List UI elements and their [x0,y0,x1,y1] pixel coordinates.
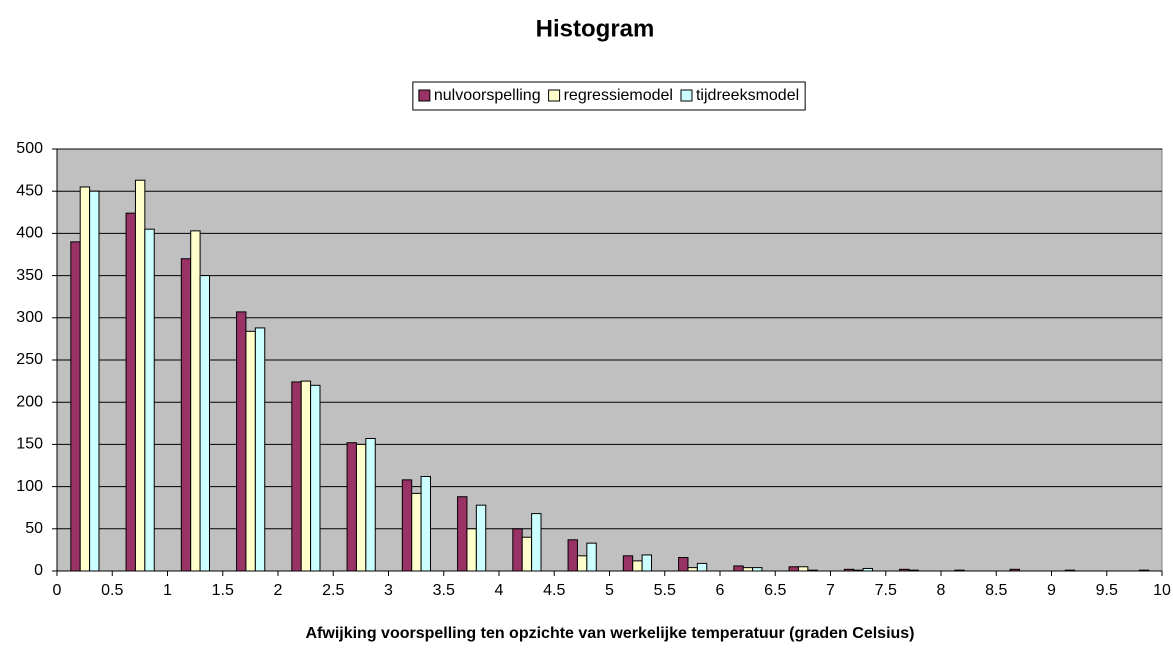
bar [586,542,597,572]
bar [190,230,201,572]
bar [687,567,698,572]
bar [678,556,689,572]
legend-swatch [548,89,561,102]
y-tick-label: 150 [16,436,43,453]
bar [797,566,809,572]
bar [567,539,578,572]
x-tick-label: 4 [495,582,504,599]
x-tick-label: 5.5 [654,582,676,599]
bar [144,228,155,572]
bar [199,275,210,572]
x-tick-label: 8 [937,582,946,599]
y-tick-label: 300 [16,309,43,326]
bar [401,479,413,572]
y-tick-label: 500 [16,140,43,157]
bar [531,513,542,572]
x-tick-label: 0 [53,582,62,599]
x-tick-label: 6.5 [764,582,786,599]
bar [1009,568,1020,572]
x-tick-label: 5 [605,582,614,599]
bar [908,569,919,572]
bar [245,330,256,572]
y-tick-label: 50 [25,520,43,537]
bar [291,381,302,572]
bar [512,528,523,572]
chart-title: Histogram [536,15,655,42]
x-tick-label: 10 [1153,582,1171,599]
bar [70,241,81,572]
x-tick-label: 8.5 [985,582,1007,599]
bar [843,568,855,572]
x-tick-label: 1 [163,582,172,599]
bar [365,437,376,572]
x-tick-label: 7.5 [875,582,897,599]
bar [411,492,422,572]
x-tick-label: 9.5 [1096,582,1118,599]
bar [1064,569,1076,572]
legend-label: regressiemodel [564,87,673,104]
bar [180,258,192,572]
x-tick-label: 7 [826,582,835,599]
bar [254,327,266,572]
bar [862,567,873,572]
bar [899,568,910,572]
bar [79,186,91,572]
x-tick-label: 2.5 [322,582,344,599]
bar [622,555,634,572]
legend-label: tijdreeksmodel [696,87,799,104]
bar [733,565,744,572]
bar [752,567,763,572]
legend-box [412,81,806,111]
bar [788,566,799,572]
x-tick-label: 9 [1047,582,1056,599]
bar [853,569,864,572]
legend-swatch [418,89,431,102]
bar [89,190,100,572]
legend: nulvoorspelling regressiemodel tijdreeksmo… [412,81,806,111]
y-tick-label: 100 [16,478,43,495]
bar [134,179,146,572]
bar [457,496,468,572]
bar [696,562,708,572]
y-tick-label: 250 [16,351,43,368]
x-tick-label: 2 [274,582,283,599]
bar [125,212,136,572]
bar [475,504,487,572]
y-tick-label: 0 [34,562,43,579]
x-tick-label: 3.5 [433,582,455,599]
bar [576,555,588,572]
x-tick-label: 6 [716,582,725,599]
x-tick-label: 3 [384,582,393,599]
bar [954,569,965,572]
y-tick-label: 200 [16,393,43,410]
y-tick-label: 450 [16,182,43,199]
bar [1138,569,1150,572]
legend-label: nulvoorspelling [434,87,541,104]
bar [742,567,754,572]
bar [420,475,431,572]
bar [632,560,643,572]
bar [300,380,312,572]
bar [521,536,533,572]
bar [346,442,357,572]
bar [355,443,367,572]
legend-swatch [680,89,693,102]
y-tick-label: 350 [16,267,43,284]
x-axis-label: Afwijking voorspelling ten opzichte van … [305,625,914,642]
bar [807,569,818,572]
x-tick-label: 4.5 [543,582,565,599]
y-tick-label: 400 [16,225,43,242]
x-tick-label: 0.5 [101,582,123,599]
bar [466,528,477,572]
bar [236,311,247,572]
x-tick-label: 1.5 [212,582,234,599]
bar [310,384,321,572]
bar [641,554,652,572]
